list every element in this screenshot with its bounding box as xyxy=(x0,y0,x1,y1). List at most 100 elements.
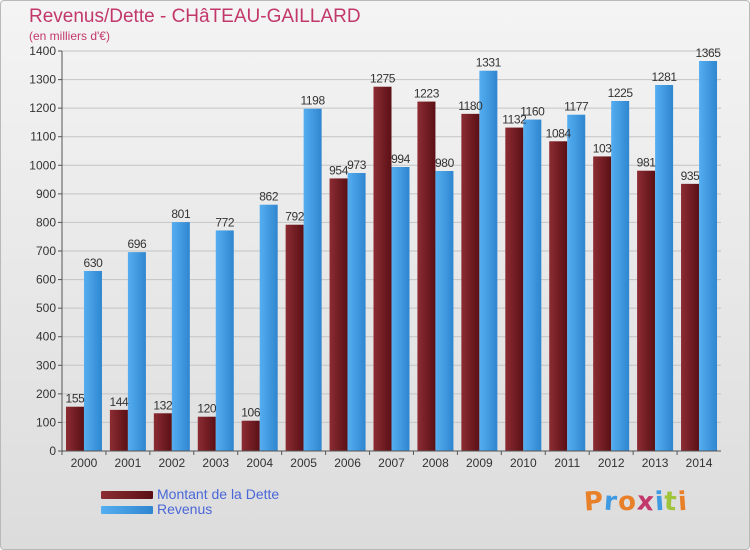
value-label-dette: 144 xyxy=(109,395,129,409)
bar-revenus xyxy=(171,222,190,451)
x-tick-label: 2004 xyxy=(246,456,273,470)
bar-revenus xyxy=(347,173,366,451)
value-label-dette: 1084 xyxy=(546,126,572,140)
value-label-revenus: 1177 xyxy=(564,100,589,114)
value-label-dette: 120 xyxy=(197,402,217,416)
value-label-revenus: 862 xyxy=(259,190,279,204)
legend-swatch-revenus xyxy=(101,506,153,514)
bar-dette xyxy=(505,127,524,452)
logo-letter: i xyxy=(676,486,689,518)
bar-revenus xyxy=(611,101,630,451)
value-label-revenus: 696 xyxy=(127,237,147,251)
bar-dette xyxy=(197,416,216,451)
x-tick-label: 2003 xyxy=(202,456,229,470)
bar-revenus xyxy=(435,171,454,451)
logo-letter: o xyxy=(616,486,638,518)
y-tick-label: 500 xyxy=(36,301,56,315)
x-tick-label: 2010 xyxy=(510,456,537,470)
x-tick-label: 2009 xyxy=(466,456,493,470)
bar-revenus xyxy=(83,271,102,451)
x-tick-label: 2007 xyxy=(378,456,405,470)
x-tick-label: 2013 xyxy=(642,456,669,470)
legend-swatch-dette xyxy=(101,491,153,499)
proxiti-logo: Proxiti xyxy=(582,486,689,518)
value-label-dette: 1180 xyxy=(458,99,483,113)
bar-revenus xyxy=(699,61,718,451)
value-label-dette: 792 xyxy=(285,210,305,224)
value-label-revenus: 772 xyxy=(215,215,235,229)
bar-dette xyxy=(109,409,128,451)
value-label-revenus: 973 xyxy=(347,158,367,172)
value-label-dette: 132 xyxy=(153,398,173,412)
bar-dette xyxy=(549,141,568,452)
chart-subtitle: (en milliers d'€) xyxy=(29,29,110,43)
value-label-dette: 103 xyxy=(593,141,613,155)
y-tick-label: 600 xyxy=(36,273,56,287)
x-tick-label: 2006 xyxy=(334,456,361,470)
y-tick-label: 1200 xyxy=(29,101,56,115)
x-tick-label: 2012 xyxy=(598,456,625,470)
x-tick-label: 2014 xyxy=(686,456,713,470)
x-tick-label: 2005 xyxy=(290,456,317,470)
x-tick-label: 2011 xyxy=(554,456,580,470)
y-tick-label: 1000 xyxy=(29,158,56,172)
x-tick-label: 2001 xyxy=(115,456,142,470)
bar-dette xyxy=(241,420,260,451)
y-tick-label: 700 xyxy=(36,244,56,258)
value-label-revenus: 1198 xyxy=(301,94,326,108)
bar-revenus xyxy=(523,119,542,452)
value-label-revenus: 801 xyxy=(171,207,191,221)
value-label-revenus: 1225 xyxy=(608,86,634,100)
bar-dette xyxy=(153,413,172,451)
value-label-dette: 155 xyxy=(66,392,86,406)
bar-dette xyxy=(329,178,348,451)
y-tick-label: 300 xyxy=(36,358,56,372)
bar-dette xyxy=(65,406,84,451)
value-label-revenus: 980 xyxy=(435,156,455,170)
value-label-dette: 106 xyxy=(241,406,261,420)
bar-revenus xyxy=(215,230,234,451)
logo-letter: x xyxy=(635,486,656,518)
bar-dette xyxy=(373,86,392,451)
bar-dette xyxy=(285,224,304,451)
bar-revenus xyxy=(391,167,410,451)
bar-dette xyxy=(417,101,436,452)
value-label-dette: 935 xyxy=(681,169,701,183)
legend-label-revenus: Revenus xyxy=(157,501,213,517)
y-tick-label: 900 xyxy=(36,187,56,201)
logo-letter: P xyxy=(582,486,606,518)
bar-dette xyxy=(637,170,656,451)
y-tick-label: 1100 xyxy=(30,130,56,144)
bar-revenus xyxy=(259,204,278,451)
value-label-dette: 1132 xyxy=(502,113,527,127)
value-label-revenus: 1365 xyxy=(695,46,721,60)
y-tick-label: 200 xyxy=(36,387,56,401)
x-tick-label: 2002 xyxy=(158,456,185,470)
y-tick-label: 0 xyxy=(49,444,56,458)
chart-title: Revenus/Dette - CHâTEAU-GAILLARD xyxy=(29,6,361,27)
bar-dette xyxy=(461,113,480,451)
value-label-dette: 954 xyxy=(329,163,349,177)
bars-layer xyxy=(65,61,718,452)
bar-revenus xyxy=(567,114,586,451)
y-tick-label: 800 xyxy=(36,215,56,229)
value-label-dette: 1223 xyxy=(414,87,440,101)
y-tick-label: 400 xyxy=(36,330,56,344)
bar-revenus xyxy=(127,252,146,451)
value-label-revenus: 994 xyxy=(391,152,411,166)
y-tick-label: 1400 xyxy=(29,44,56,58)
x-tick-label: 2008 xyxy=(422,456,449,470)
value-label-revenus: 1160 xyxy=(520,105,545,119)
bar-revenus xyxy=(479,70,498,451)
legend-label-dette: Montant de la Dette xyxy=(157,486,280,502)
axis-layer: 0 100 200 300 400 500 600 700 800 900 1000 1100 1200… xyxy=(29,44,721,470)
value-label-revenus: 1331 xyxy=(476,56,502,70)
bar-dette xyxy=(681,183,700,451)
y-tick-label: 100 xyxy=(36,415,56,429)
value-label-dette: 1275 xyxy=(370,72,396,86)
value-label-revenus: 630 xyxy=(84,256,104,270)
x-tick-label: 2000 xyxy=(71,456,98,470)
value-label-dette: 981 xyxy=(637,156,657,170)
